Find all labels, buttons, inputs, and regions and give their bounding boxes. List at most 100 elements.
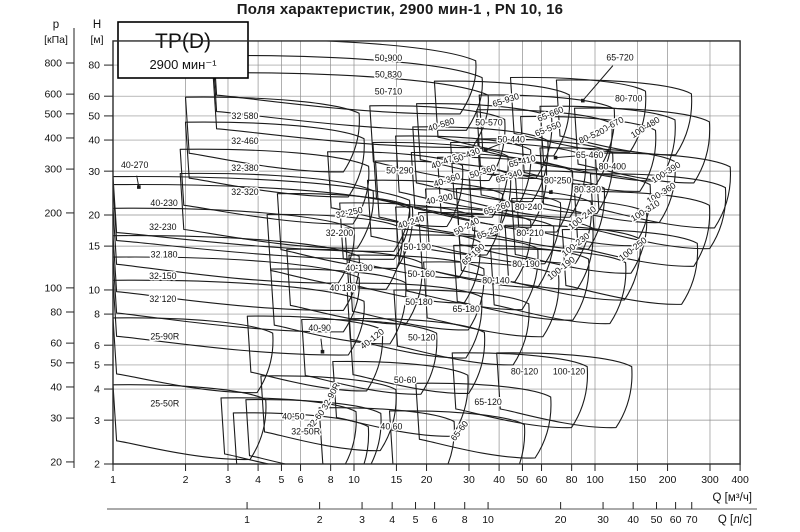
q-ls-tick-label: 5	[413, 514, 419, 526]
q-ls-tick-label: 20	[555, 514, 567, 526]
leader-dot	[581, 98, 585, 103]
field-outline	[113, 317, 274, 394]
pump-field-label: 100-480	[629, 114, 662, 140]
h-tick-label: 3	[94, 415, 100, 427]
leader-dot	[483, 147, 488, 152]
field-outline	[555, 79, 693, 156]
field-outline	[455, 187, 593, 264]
field-outline	[212, 72, 489, 149]
pump-field-label: 40-240	[396, 213, 425, 231]
q-tick-label: 6	[298, 474, 304, 486]
h-tick-label: 30	[88, 166, 100, 178]
pump-field-label: 40-270	[121, 160, 148, 170]
q-tick-label: 20	[421, 474, 433, 486]
q-ls-tick-label: 6	[432, 514, 438, 526]
field-outline	[260, 375, 397, 452]
pump-field-label: 25-50R	[150, 398, 179, 408]
field-outline	[286, 248, 423, 325]
pump-field-label: 65-930	[491, 91, 520, 109]
q-ls-tick-label: 50	[651, 514, 663, 526]
field-outline	[113, 175, 411, 252]
field-outline	[402, 234, 539, 311]
leader-line	[485, 143, 502, 151]
q-ls-tick-label: 40	[627, 514, 639, 526]
field-outline	[366, 179, 504, 256]
q-m3h-axis-label: Q [м³/ч]	[713, 492, 752, 504]
pump-field-label: 40-580	[427, 116, 456, 134]
p-tick-label: 60	[50, 338, 62, 350]
field-outline	[520, 115, 657, 192]
field-outline	[184, 96, 360, 173]
h-tick-label: 60	[88, 91, 100, 103]
h-tick-label: 20	[88, 210, 100, 222]
pump-field-label: 100-190	[545, 254, 577, 282]
series-box-speed: 2900 мин⁻¹	[149, 57, 217, 72]
q-ls-axis: 1 2 3 4 5 6 8 10 20 30 40 50 60 70 Q [л/с]	[107, 502, 757, 526]
field-outline	[393, 289, 530, 366]
h-tick-label: 5	[94, 360, 100, 372]
field-outline	[184, 121, 365, 198]
p-tick-label: 500	[44, 108, 62, 120]
pump-field-label: 32-50R	[291, 427, 320, 437]
field-outline	[374, 160, 512, 237]
h-axis: 2 3 4 5 6 8 10 15 20 30 40 50 60 80 H [м]	[88, 19, 113, 471]
pump-field-label: 32 180	[151, 249, 178, 259]
pump-field-label: 65-180	[452, 304, 479, 314]
q-tick-label: 3	[225, 474, 231, 486]
series-box-frame	[117, 21, 249, 79]
leader-line	[555, 155, 579, 159]
p-tick-label: 30	[50, 413, 62, 425]
q-ls-tick-label: 2	[317, 514, 323, 526]
pump-field-label: 80-210	[516, 228, 543, 238]
field-outline	[179, 148, 370, 225]
pump-field-label: 50-570	[475, 117, 502, 127]
field-outline	[416, 103, 553, 179]
field-outline	[412, 126, 549, 203]
field-outline	[433, 80, 571, 157]
field-outline	[436, 156, 574, 233]
q-ls-axis-label: Q [л/с]	[718, 514, 752, 526]
h-tick-label: 80	[88, 60, 100, 72]
pump-field-label: 32-230	[149, 222, 176, 232]
leader-dot	[553, 155, 558, 160]
field-outline	[113, 235, 360, 311]
field-outline	[348, 318, 486, 394]
h-tick-label: 4	[94, 384, 100, 396]
field-outline	[327, 151, 464, 228]
q-tick-label: 60	[536, 474, 548, 486]
pump-field-label: 65-60	[449, 419, 471, 443]
field-outline	[266, 213, 403, 290]
field-outline	[179, 172, 374, 249]
pump-field-label: 50-190	[404, 242, 431, 252]
leader-line	[582, 65, 614, 101]
pump-field-label: 80-140	[482, 276, 509, 286]
p-axis: 20 30 40 50 60 80 100 200 300 400 500 600 800 p [кПа]	[44, 19, 75, 469]
field-outline	[113, 384, 267, 461]
h-tick-label: 40	[88, 135, 100, 147]
field-outline	[539, 147, 676, 224]
series-box: TP(D)2900 мин⁻¹	[117, 21, 249, 79]
pump-field-label: 40-90	[308, 323, 331, 333]
field-outline	[276, 193, 414, 269]
p-tick-label: 20	[50, 457, 62, 469]
field-outline	[232, 412, 370, 464]
pump-field-label: 80-400	[599, 162, 626, 172]
p-tick-label: 800	[44, 58, 62, 70]
pump-field-label: 100-120	[553, 367, 585, 377]
field-outline	[220, 397, 357, 464]
pump-field-label: 50-120	[408, 332, 435, 342]
pump-field-label: 50-60	[394, 375, 417, 385]
q-ls-tick-label: 1	[244, 514, 250, 526]
q-tick-label: 15	[391, 474, 403, 486]
leader-dot	[549, 190, 553, 194]
pump-field-label: 50-290	[386, 165, 413, 175]
pump-field-label: 32-320	[231, 187, 258, 197]
field-outline	[318, 407, 455, 464]
pump-field-label: 65-460	[576, 150, 603, 160]
pump-field-label: 80-190	[512, 259, 539, 269]
h-tick-label: 2	[94, 459, 100, 471]
field-outline	[113, 256, 360, 333]
field-outline	[301, 318, 438, 395]
pump-field-label: 65-120	[474, 397, 501, 407]
